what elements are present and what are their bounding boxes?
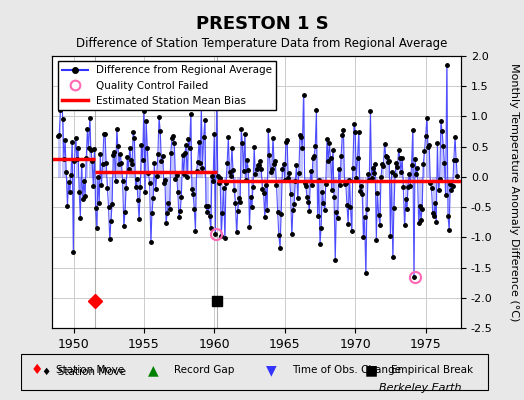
Text: ■: ■ [365,363,378,377]
Legend: Difference from Regional Average, Quality Control Failed, Estimated Station Mean: Difference from Regional Average, Qualit… [58,61,276,110]
Text: Record Gap: Record Gap [174,365,235,375]
Text: Berkeley Earth: Berkeley Earth [379,383,461,393]
Y-axis label: Monthly Temperature Anomaly Difference (°C): Monthly Temperature Anomaly Difference (… [509,63,519,321]
Text: PRESTON 1 S: PRESTON 1 S [195,15,329,33]
Text: ♦  Station Move: ♦ Station Move [42,367,126,377]
Text: ♦: ♦ [30,363,43,377]
Text: Time of Obs. Change: Time of Obs. Change [292,365,401,375]
Text: ▼: ▼ [266,363,277,377]
Text: Empirical Break: Empirical Break [391,365,473,375]
Text: Difference of Station Temperature Data from Regional Average: Difference of Station Temperature Data f… [77,38,447,50]
Text: Station Move: Station Move [57,365,125,375]
Text: ▲: ▲ [148,363,159,377]
